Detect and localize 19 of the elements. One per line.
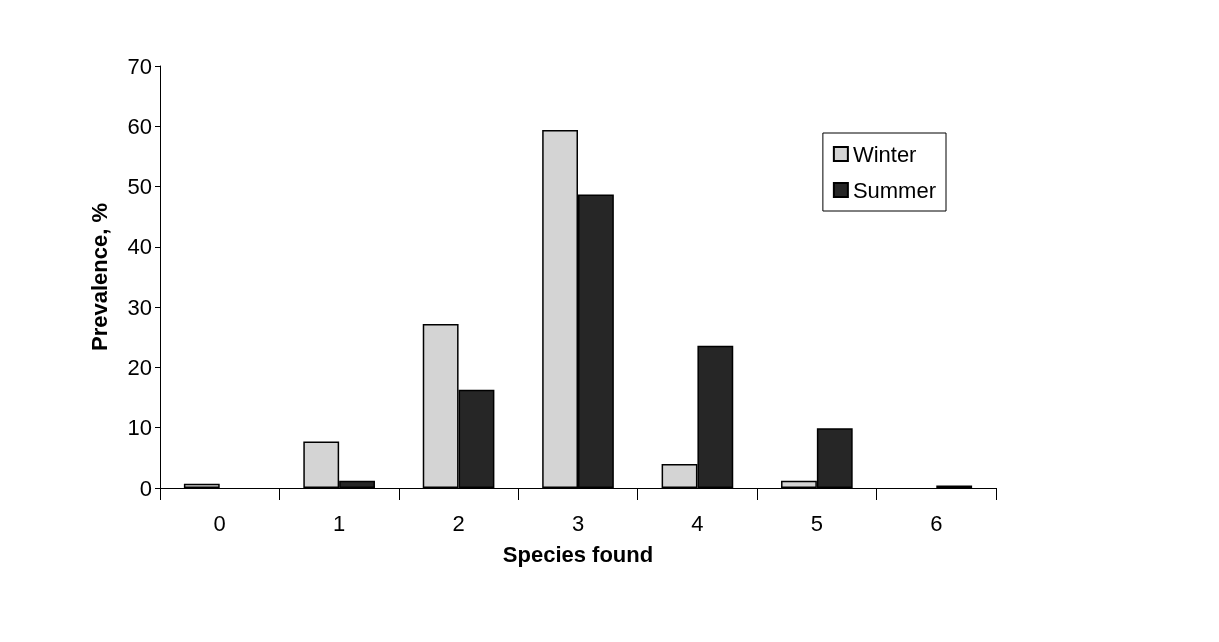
y-axis-title: Prevalence, % [86,203,112,351]
x-tick-label: 3 [571,510,585,536]
legend-label: Summer [852,177,936,203]
y-tick-label: 10 [127,415,152,441]
x-tick-label: 6 [930,510,943,536]
x-tick-label: 4 [691,510,704,536]
y-tick-label: 70 [127,53,152,79]
x-tick-label: 2 [452,510,465,536]
y-tick-label: 20 [127,354,152,380]
x-tick-label: 5 [810,510,823,536]
x-tick-label: 1 [333,510,346,536]
y-tick-label: 30 [127,294,152,320]
x-axis-title: Species found [502,541,654,567]
legend-label: Winter [852,141,917,167]
y-tick-label: 60 [127,113,152,139]
y-tick-label: 50 [127,174,152,200]
x-tick-label: 0 [213,510,226,536]
y-tick-label: 40 [127,234,152,260]
y-tick-label: 0 [139,475,152,501]
